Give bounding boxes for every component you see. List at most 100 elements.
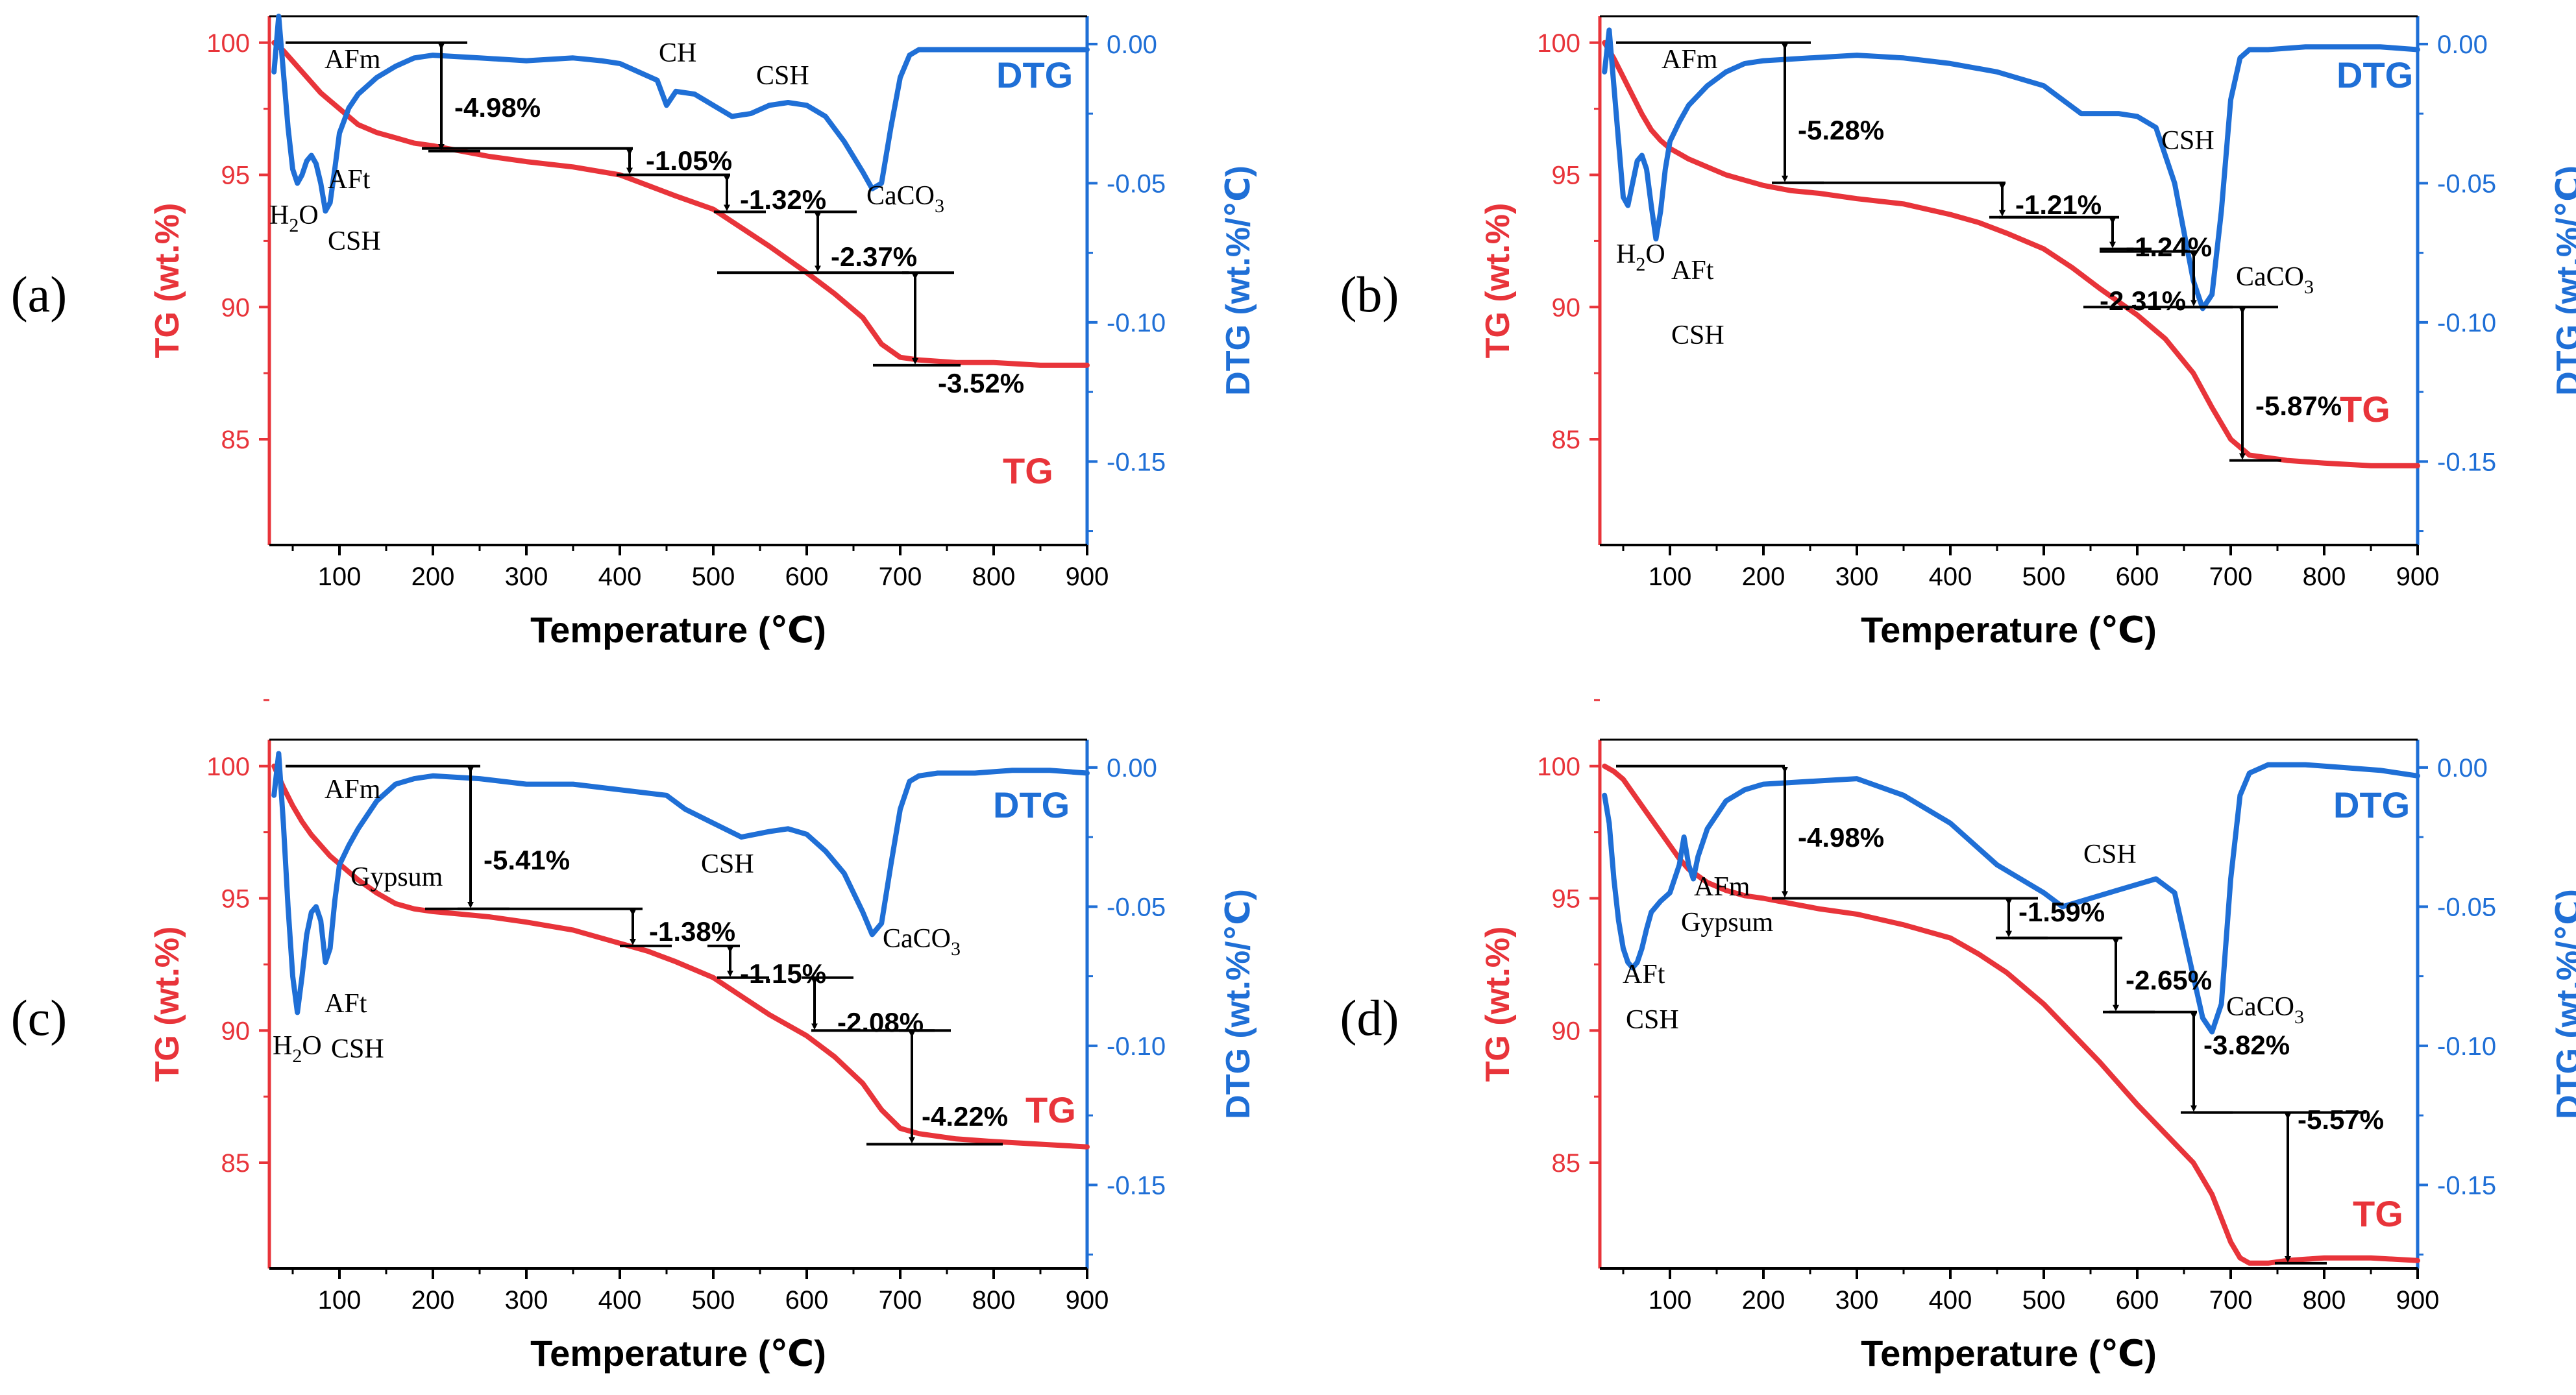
- x-tick-label: 300: [505, 1286, 548, 1315]
- x-tick-label: 700: [2209, 563, 2253, 591]
- panel-label: (c): [11, 989, 67, 1046]
- y-right-tick-label: 0.00: [1107, 30, 1157, 59]
- y-right-tick-label: -0.15: [2437, 1171, 2496, 1200]
- y-right-tick-label: -0.05: [2437, 893, 2496, 921]
- phase-label-text: H: [273, 1031, 292, 1061]
- x-tick-label: 300: [505, 563, 548, 591]
- x-tick-label: 900: [2396, 563, 2440, 591]
- phase-label: CSH: [701, 849, 754, 879]
- x-tick-label: 300: [1835, 563, 1879, 591]
- phase-label-tail: O: [299, 200, 318, 230]
- phase-label-text: CSH: [328, 226, 381, 256]
- phase-label-text: CaCO: [2226, 992, 2294, 1022]
- x-tick-label: 800: [972, 1286, 1016, 1315]
- dtg-series-line: [271, 751, 1090, 1015]
- phase-label: AFt: [1623, 960, 1665, 989]
- phase-label: AFm: [1694, 872, 1750, 902]
- step-value-label: -4.98%: [1798, 822, 1884, 853]
- phase-label: AFm: [325, 45, 381, 75]
- phase-label: CSH: [1671, 321, 1724, 350]
- step-value-label: -4.22%: [922, 1101, 1008, 1132]
- phase-label-subscript: 2: [292, 1045, 302, 1067]
- phase-label: CSH: [328, 226, 381, 256]
- y-right-tick-label: 0.00: [1107, 754, 1157, 782]
- phase-label-text: CaCO: [2236, 262, 2304, 292]
- phase-label-text: CSH: [701, 849, 754, 879]
- panel-b: (b) 100 200 300 400 500 600 700 800 900 Temperatur…: [1340, 15, 2576, 650]
- phase-label: CSH: [1626, 1005, 1679, 1035]
- panel-a: (a) 100 200 300 400 500 600 700 800 900 Temperatur…: [11, 14, 1257, 650]
- y-right-tick-label: -0.05: [1107, 169, 1166, 198]
- x-tick-label: 800: [2303, 1286, 2346, 1315]
- step-value-label: -1.59%: [2018, 897, 2105, 927]
- phase-label: CaCO3: [2236, 262, 2314, 298]
- tg-series-line: [271, 40, 1090, 368]
- phase-label: H2O: [269, 200, 319, 236]
- x-tick-label: 500: [2022, 1286, 2066, 1315]
- phase-label-text: CH: [659, 38, 696, 68]
- tg-series-label: TG: [1003, 450, 1053, 491]
- step-value-label: -1.21%: [2015, 189, 2102, 220]
- x-tick-label: 300: [1835, 1286, 1879, 1315]
- x-tick-label: 400: [598, 563, 642, 591]
- y-right-tick-label: -0.05: [2437, 169, 2496, 198]
- step-value-label: -2.65%: [2126, 965, 2212, 995]
- phase-label-text: AFt: [328, 165, 371, 195]
- dtg-series-line: [271, 14, 1090, 214]
- step-value-label: -5.87%: [2255, 391, 2342, 421]
- phase-label-text: CaCO: [883, 924, 951, 954]
- y-left-axis-title: TG (wt.%): [149, 203, 186, 359]
- y-right-tick-label: -0.10: [1107, 309, 1166, 337]
- phase-label: AFm: [1662, 45, 1718, 75]
- y-left-tick-label: 85: [1552, 426, 1581, 454]
- x-tick-label: 200: [1742, 1286, 1785, 1315]
- y-left-axis-title: TG (wt.%): [149, 927, 186, 1082]
- phase-label-text: CSH: [331, 1034, 384, 1064]
- x-tick-label: 500: [692, 1286, 735, 1315]
- phase-label-text: AFt: [1671, 256, 1714, 285]
- y-left-tick-label: 100: [1537, 753, 1580, 781]
- phase-label-text: CSH: [756, 61, 809, 91]
- phase-label-text: Gypsum: [1681, 908, 1774, 938]
- y-right-tick-label: 0.00: [2437, 30, 2488, 59]
- dtg-series-line: [1602, 27, 2420, 311]
- y-left-tick-label: 85: [221, 426, 251, 454]
- step-value-label: -2.37%: [831, 241, 917, 272]
- phase-label-text: Gypsum: [350, 862, 443, 892]
- panel-label: (d): [1340, 989, 1399, 1046]
- x-tick-label: 700: [2209, 1286, 2253, 1315]
- x-tick-label: 800: [2303, 563, 2346, 591]
- y-right-tick-label: -0.05: [1107, 893, 1166, 921]
- x-tick-label: 100: [318, 563, 362, 591]
- phase-label-text: AFt: [325, 989, 367, 1019]
- step-value-label: -1.05%: [646, 145, 732, 176]
- phase-label-text: CaCO: [866, 181, 935, 211]
- y-right-tick-label: -0.15: [1107, 1171, 1166, 1200]
- x-tick-label: 400: [1929, 1286, 1972, 1315]
- phase-label: CH: [659, 38, 696, 68]
- x-tick-label: 900: [2396, 1286, 2440, 1315]
- phase-label-text: AFt: [1623, 960, 1665, 989]
- y-left-tick-label: 90: [221, 293, 251, 322]
- phase-label: CSH: [756, 61, 809, 91]
- y-left-tick-label: 90: [1552, 293, 1581, 322]
- phase-label: CaCO3: [883, 924, 961, 960]
- phase-label-text: AFm: [325, 45, 381, 75]
- x-tick-label: 900: [1066, 1286, 1109, 1315]
- y-left-tick-label: 85: [221, 1149, 251, 1178]
- tg-series-label: TG: [2340, 389, 2390, 430]
- dtg-series-label: DTG: [2337, 55, 2413, 95]
- phase-label-tail: O: [302, 1031, 321, 1061]
- x-tick-label: 100: [1649, 563, 1692, 591]
- x-axis-title: Temperature (℃): [1861, 1333, 2157, 1374]
- step-value-label: -1.38%: [649, 916, 735, 947]
- y-right-axis-title: DTG (wt.%/℃): [1220, 889, 1257, 1119]
- x-axis-title: Temperature (℃): [1861, 609, 2157, 650]
- tg-series-line: [271, 763, 1090, 1150]
- y-right-axis-title: DTG (wt.%/℃): [2550, 889, 2576, 1119]
- x-tick-label: 500: [692, 563, 735, 591]
- phase-label-subscript: 3: [951, 938, 961, 960]
- y-left-tick-label: 90: [221, 1017, 251, 1045]
- x-tick-label: 200: [411, 563, 455, 591]
- x-tick-label: 700: [879, 1286, 922, 1315]
